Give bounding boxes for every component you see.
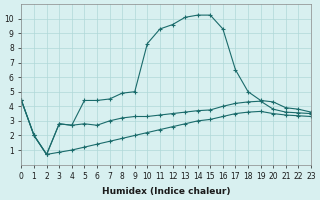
X-axis label: Humidex (Indice chaleur): Humidex (Indice chaleur) (102, 187, 230, 196)
